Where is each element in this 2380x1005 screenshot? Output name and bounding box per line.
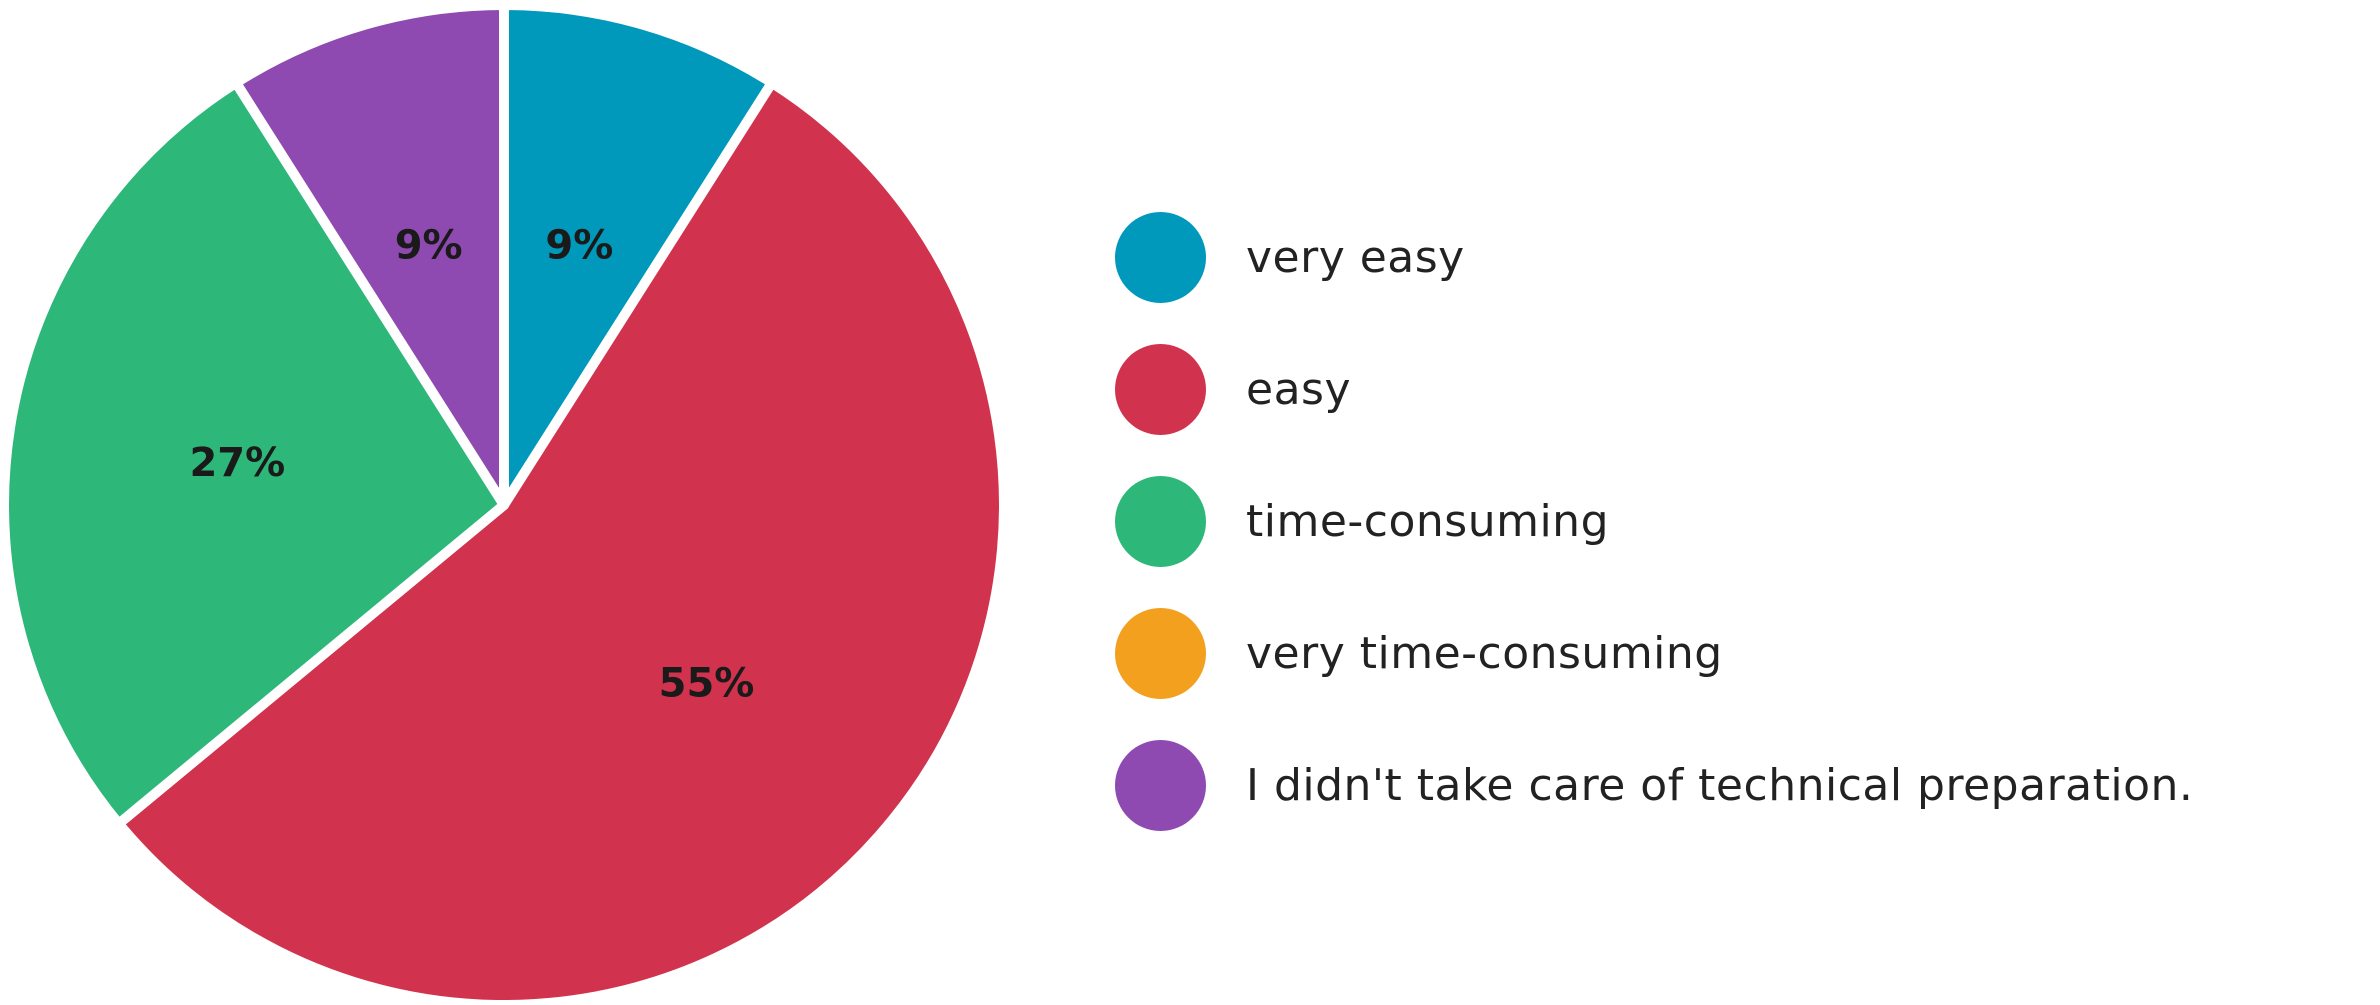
legend-label: very easy [1246, 232, 1465, 283]
legend-label: very time-consuming [1246, 628, 1723, 679]
legend-label: time-consuming [1246, 496, 1609, 547]
legend: very easy easy time-consuming very time-con… [1115, 212, 2375, 831]
pie-slice-time-consuming [0, 77, 509, 829]
legend-item-very-time-consuming: very time-consuming [1115, 608, 2375, 699]
pie-slice-easy [113, 77, 1009, 1005]
legend-item-very-easy: very easy [1115, 212, 2375, 303]
legend-label: I didn't take care of technical preparat… [1246, 760, 2194, 811]
data-label-very-easy: 9% [545, 223, 613, 269]
legend-swatch [1115, 608, 1206, 699]
pie-slice-i-didn-t-take-care-of-technical-preparation [231, 0, 509, 510]
legend-item-easy: easy [1115, 344, 2375, 435]
legend-item-time-consuming: time-consuming [1115, 476, 2375, 567]
data-label-i-didn-t-take-care-of-technical-preparation: 9% [395, 223, 463, 269]
legend-item-i-didn-t-take-care-of-technical-preparation: I didn't take care of technical preparat… [1115, 740, 2375, 831]
legend-swatch [1115, 476, 1206, 567]
legend-label: easy [1246, 364, 1351, 415]
legend-swatch [1115, 212, 1206, 303]
pie-plot: 9% 55% 27% 9% [0, 0, 1009, 1005]
legend-swatch [1115, 344, 1206, 435]
legend-swatch [1115, 740, 1206, 831]
data-label-easy: 55% [659, 661, 755, 707]
data-label-time-consuming: 27% [189, 440, 285, 486]
pie-slice-very-easy [499, 0, 777, 510]
